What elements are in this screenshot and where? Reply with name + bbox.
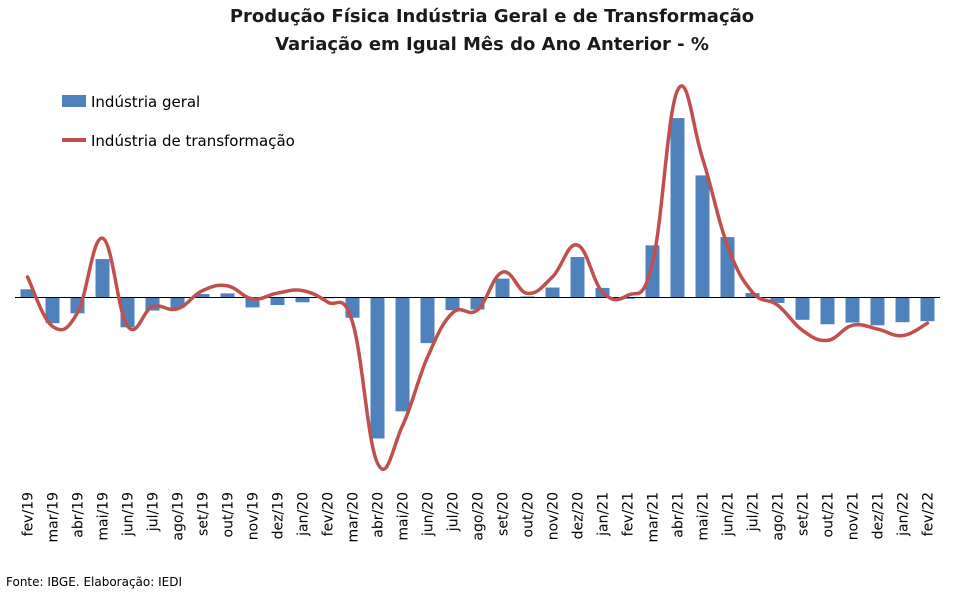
bar-ago/21: [770, 297, 785, 303]
bar-jan/22: [895, 297, 910, 323]
line-series-industria-transformacao: [25, 84, 930, 472]
x-tick-label: dez/21: [871, 492, 887, 539]
bar-mar/19: [45, 297, 60, 324]
x-tick-label: jan/20: [296, 492, 312, 537]
x-tick-label: set/20: [496, 492, 512, 536]
legend-label-industria-transformacao: Indústria de transformação: [91, 132, 295, 150]
bar-dez/19: [270, 297, 285, 306]
x-tick-label: fev/22: [921, 492, 937, 536]
bar-jul/21: [745, 293, 760, 298]
x-tick-label: nov/19: [246, 492, 262, 540]
bar-out/21: [820, 297, 835, 325]
x-tick-label: jan/22: [896, 492, 912, 537]
bar-set/19: [195, 294, 210, 298]
x-tick-label: mar/19: [46, 492, 62, 543]
bar-dez/20: [570, 257, 585, 298]
x-tick-label: nov/20: [546, 492, 562, 540]
bar-abr/21: [670, 118, 685, 298]
x-tick-label: out/20: [521, 492, 537, 537]
x-tick-label: set/19: [196, 492, 212, 536]
bar-fev/21: [620, 297, 635, 299]
x-axis-ticks: fev/19 mar/19 abr/19 mai/19 jun/19 jul/19 ago/…: [21, 492, 937, 543]
bar-fev/19: [20, 289, 35, 298]
bar-fev/22: [920, 297, 935, 322]
chart-title: Produção Física Indústria Geral e de Tra…: [229, 6, 755, 27]
x-tick-label: jun/21: [721, 492, 737, 537]
x-tick-label: nov/21: [846, 492, 862, 540]
legend: Indústria geral Indústria de transformaç…: [62, 93, 295, 150]
bar-mai/21: [695, 175, 710, 298]
bar-abr/20: [370, 297, 385, 439]
x-tick-label: mar/21: [646, 492, 662, 543]
chart-subtitle: Variação em Igual Mês do Ano Anterior - …: [275, 34, 709, 55]
x-tick-label: abr/21: [671, 492, 687, 538]
x-tick-label: ago/19: [171, 492, 187, 541]
x-tick-label: abr/20: [371, 492, 387, 538]
x-tick-label: mai/20: [396, 492, 412, 541]
x-tick-label: ago/20: [471, 492, 487, 541]
source-note: Fonte: IBGE. Elaboração: IEDI: [6, 575, 183, 589]
bar-out/20: [520, 296, 535, 298]
x-tick-label: set/21: [796, 492, 812, 536]
bar-nov/21: [845, 297, 860, 323]
bar-jul/20: [445, 297, 460, 311]
x-tick-label: dez/20: [571, 492, 587, 539]
x-tick-label: mai/19: [96, 492, 112, 541]
x-tick-label: jun/20: [421, 492, 437, 537]
bar-ago/19: [170, 297, 185, 309]
x-tick-label: fev/20: [321, 492, 337, 536]
bar-out/19: [220, 293, 235, 298]
bar-set/21: [795, 297, 810, 320]
x-tick-label: out/21: [821, 492, 837, 537]
x-tick-label: dez/19: [271, 492, 287, 539]
x-tick-label: jan/21: [596, 492, 612, 537]
x-tick-label: abr/19: [71, 492, 87, 538]
x-tick-label: mai/21: [696, 492, 712, 541]
x-tick-label: jul/19: [146, 492, 162, 532]
bar-series-industria-geral: [20, 118, 935, 439]
bar-nov/20: [545, 287, 560, 298]
x-tick-label: jun/19: [121, 492, 137, 537]
x-tick-label: jul/20: [446, 492, 462, 532]
x-tick-label: jul/21: [746, 492, 762, 532]
x-tick-label: fev/21: [621, 492, 637, 536]
x-tick-label: out/19: [221, 492, 237, 537]
bar-nov/19: [245, 297, 260, 308]
bar-jun/20: [420, 297, 435, 344]
legend-swatch-industria-geral: [62, 95, 86, 107]
bar-set/20: [495, 278, 510, 298]
bar-mai/20: [395, 297, 410, 412]
bar-dez/21: [870, 297, 885, 326]
x-tick-label: mar/20: [346, 492, 362, 543]
x-tick-label: ago/21: [771, 492, 787, 541]
legend-label-industria-geral: Indústria geral: [91, 93, 200, 111]
bar-mai/19: [95, 259, 110, 298]
x-tick-label: fev/19: [21, 492, 37, 536]
bar-jan/20: [295, 297, 310, 303]
bar-mar/21: [645, 245, 660, 298]
